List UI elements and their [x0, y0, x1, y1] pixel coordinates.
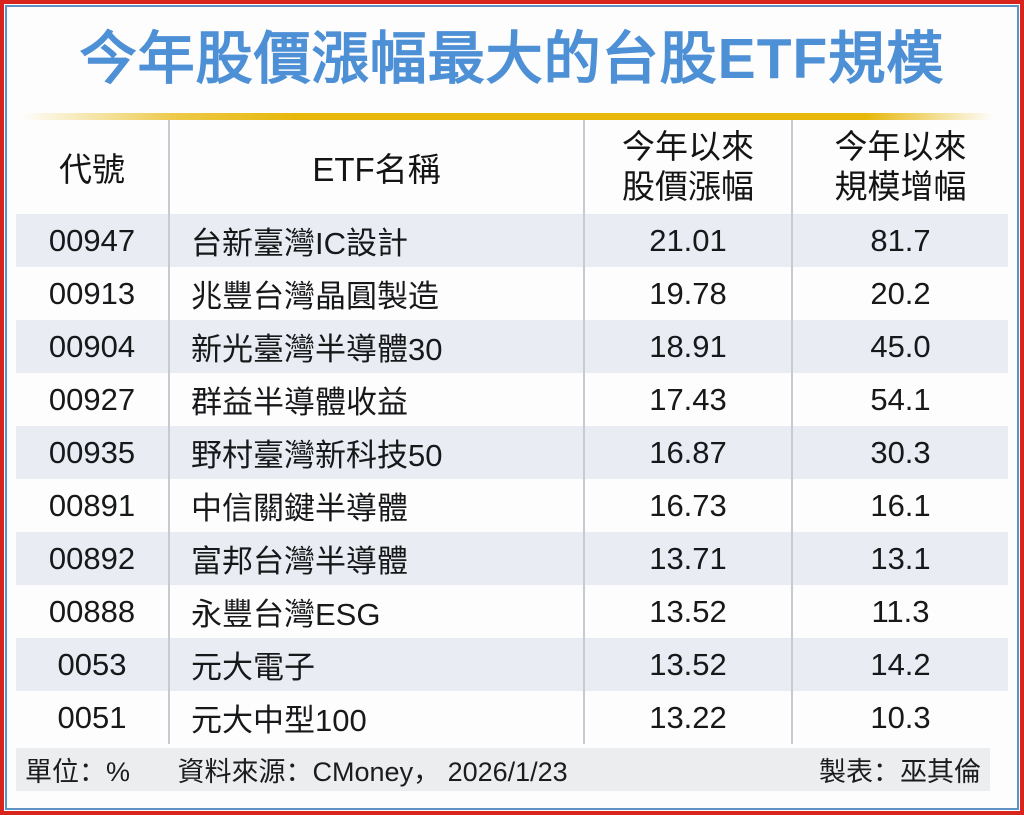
gold-divider — [21, 113, 1003, 120]
cell-price-change: 16.87 — [585, 426, 793, 479]
cell-price-change: 18.91 — [585, 320, 793, 373]
cell-price-change: 17.43 — [585, 373, 793, 426]
cell-scale-change: 30.3 — [870, 434, 931, 470]
cell-code: 00935 — [16, 426, 170, 479]
etf-table: 代號 ETF名稱 今年以來 股價漲幅 今年以來 規模增幅 00947 台新臺灣I… — [16, 120, 1008, 744]
cell-code: 00892 — [16, 532, 170, 585]
column-header-line: 規模增幅 — [834, 168, 967, 205]
cell-name: 兆豐台灣晶圓製造 — [170, 267, 585, 320]
table-row: 00891 中信關鍵半導體 16.73 16.1 — [16, 479, 1008, 532]
unit-label: 單位：% — [25, 757, 131, 787]
column-header-line: 股價漲幅 — [622, 168, 754, 205]
credit-label: 製表：巫其倫 — [819, 757, 981, 787]
cell-scale-change: 20.2 — [870, 275, 931, 311]
cell-price-change: 21.01 — [585, 214, 793, 267]
cell-price-change: 13.22 — [585, 691, 793, 744]
cell-price-change: 13.52 — [585, 585, 793, 638]
cell-price-change: 16.73 — [585, 479, 793, 532]
cell-scale-change: 13.1 — [870, 540, 931, 576]
cell-name: 元大中型100 — [170, 691, 585, 744]
cell-code: 00888 — [16, 585, 170, 638]
table-row: 00927 群益半導體收益 17.43 54.1 — [16, 373, 1008, 426]
table-header-row: 代號 ETF名稱 今年以來 股價漲幅 今年以來 規模增幅 — [16, 120, 1008, 214]
cell-code: 00927 — [16, 373, 170, 426]
cell-name: 中信關鍵半導體 — [170, 479, 585, 532]
column-header-code: 代號 — [16, 120, 170, 214]
cell-code: 00913 — [16, 267, 170, 320]
cell-code: 0051 — [16, 691, 170, 744]
content-area: 今年股價漲幅最大的台股ETF規模 代號 ETF名稱 今年以來 股價漲幅 今年以來… — [5, 5, 1019, 810]
cell-name: 台新臺灣IC設計 — [170, 214, 585, 267]
cell-name: 永豐台灣ESG — [170, 585, 585, 638]
column-header-price-change: 今年以來 股價漲幅 — [585, 120, 793, 214]
cell-scale-change: 16.1 — [870, 487, 931, 523]
table-row: 00913 兆豐台灣晶圓製造 19.78 20.2 — [16, 267, 1008, 320]
column-header-line: 今年以來 — [834, 128, 967, 165]
column-header-label: 代號 — [59, 151, 125, 188]
cell-code: 0053 — [16, 638, 170, 691]
column-header-label: ETF名稱 — [312, 151, 441, 188]
cell-scale-change: 11.3 — [871, 593, 930, 629]
cell-price-change: 13.71 — [585, 532, 793, 585]
cell-name: 野村臺灣新科技50 — [170, 426, 585, 479]
source-label: 資料來源：CMoney， 2026/1/23 — [177, 757, 568, 787]
cell-scale-change: 10.3 — [870, 699, 931, 735]
table-row: 0051 元大中型100 13.22 10.3 — [16, 691, 1008, 744]
cell-scale-change: 45.0 — [870, 328, 931, 364]
table-row: 00892 富邦台灣半導體 13.71 13.1 — [16, 532, 1008, 585]
column-header-line: 今年以來 — [622, 128, 754, 165]
table-row: 0053 元大電子 13.52 14.2 — [16, 638, 1008, 691]
table-body: 00947 台新臺灣IC設計 21.01 81.7 00913 兆豐台灣晶圓製造… — [16, 214, 1008, 744]
cell-scale-change: 81.7 — [870, 222, 931, 258]
cell-name: 元大電子 — [170, 638, 585, 691]
cell-price-change: 13.52 — [585, 638, 793, 691]
cell-scale-change: 14.2 — [870, 646, 931, 682]
table-row: 00935 野村臺灣新科技50 16.87 30.3 — [16, 426, 1008, 479]
table-footer: 單位：% 資料來源：CMoney， 2026/1/23 製表：巫其倫 — [16, 748, 990, 791]
cell-code: 00891 — [16, 479, 170, 532]
table-row: 00904 新光臺灣半導體30 18.91 45.0 — [16, 320, 1008, 373]
cell-name: 富邦台灣半導體 — [170, 532, 585, 585]
cell-code: 00904 — [16, 320, 170, 373]
footer-left: 單位：% 資料來源：CMoney， 2026/1/23 — [25, 750, 568, 789]
table-row: 00888 永豐台灣ESG 13.52 11.3 — [16, 585, 1008, 638]
column-header-name: ETF名稱 — [170, 120, 585, 214]
table-row: 00947 台新臺灣IC設計 21.01 81.7 — [16, 214, 1008, 267]
cell-price-change: 19.78 — [585, 267, 793, 320]
cell-scale-change: 54.1 — [870, 381, 931, 417]
cell-name: 群益半導體收益 — [170, 373, 585, 426]
page-title: 今年股價漲幅最大的台股ETF規模 — [79, 27, 945, 91]
cell-name: 新光臺灣半導體30 — [170, 320, 585, 373]
cell-code: 00947 — [16, 214, 170, 267]
column-header-scale-change: 今年以來 規模增幅 — [793, 120, 1008, 214]
